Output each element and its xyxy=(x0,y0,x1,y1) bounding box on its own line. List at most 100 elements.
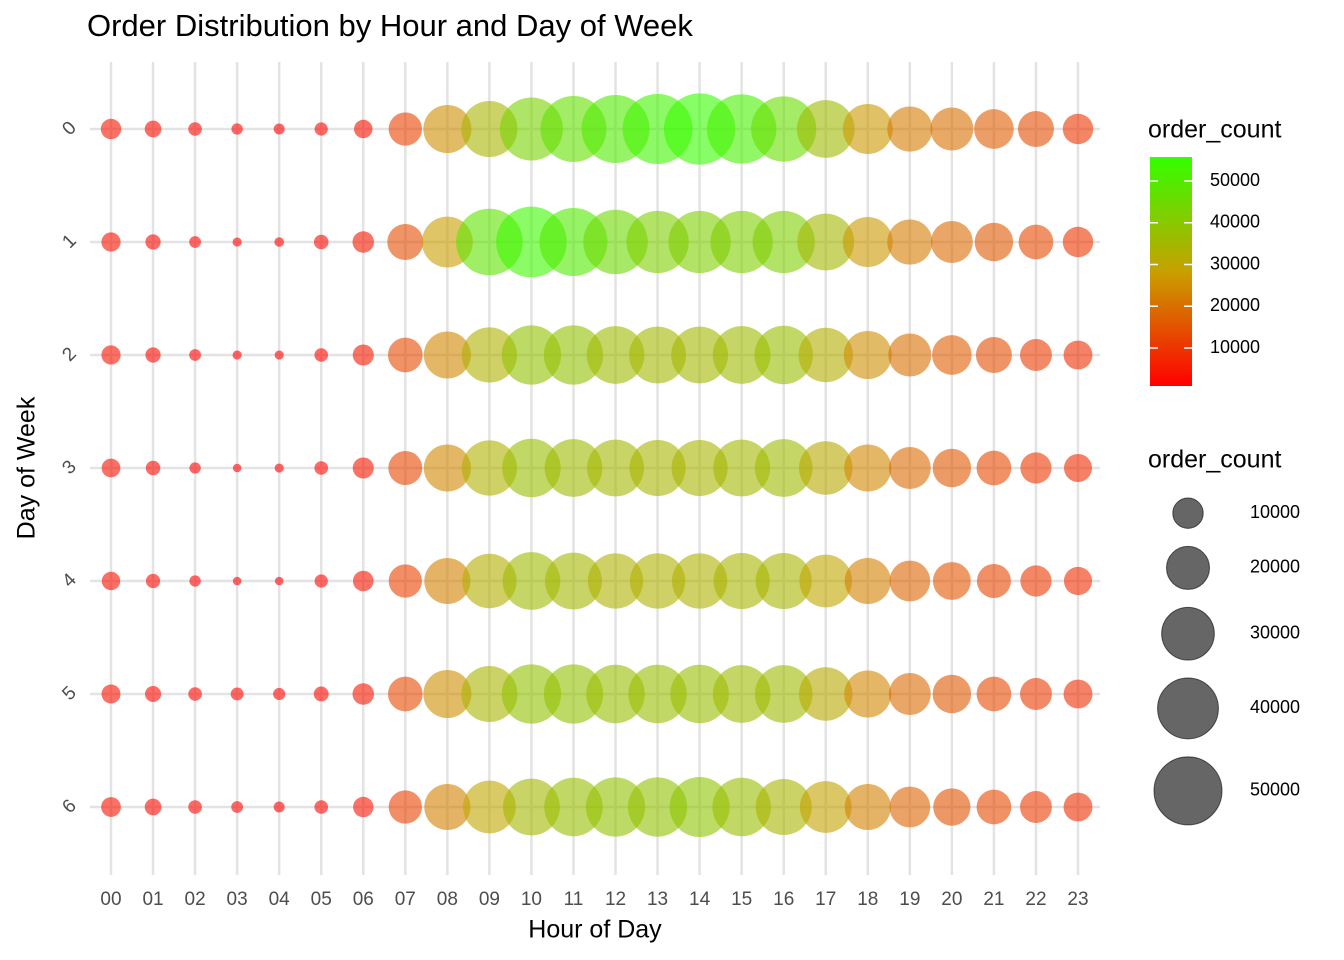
bubble xyxy=(585,777,646,837)
bubble xyxy=(796,100,855,158)
x-tick-label: 19 xyxy=(899,889,920,910)
bubble xyxy=(353,796,374,818)
bubble xyxy=(1062,226,1094,258)
x-tick-label: 07 xyxy=(395,889,416,910)
bubble xyxy=(101,797,121,817)
bubble xyxy=(545,552,602,610)
bubble xyxy=(314,122,328,136)
bubble xyxy=(145,234,161,250)
plot xyxy=(100,93,1094,838)
bubble xyxy=(274,237,284,247)
x-tick-label: 04 xyxy=(269,889,291,910)
bubble xyxy=(352,344,374,366)
size-legend-key xyxy=(1161,606,1215,661)
bubble xyxy=(932,562,971,600)
bubble xyxy=(843,330,892,380)
y-tick-label: 2 xyxy=(58,343,80,365)
x-tick-label: 09 xyxy=(479,889,500,910)
bubble xyxy=(101,345,121,365)
bubble xyxy=(354,119,373,139)
bubble xyxy=(274,576,284,586)
x-tick-label: 20 xyxy=(941,889,962,910)
bubble xyxy=(888,447,931,489)
bubble xyxy=(544,777,603,837)
bubble xyxy=(933,788,971,826)
bubble xyxy=(388,451,423,485)
x-tick-label: 23 xyxy=(1067,889,1088,910)
bubble xyxy=(231,801,244,813)
bubble xyxy=(1062,113,1094,145)
bubble xyxy=(844,444,892,492)
bubble xyxy=(145,460,161,476)
bubble xyxy=(314,574,328,588)
bubble xyxy=(671,553,728,609)
size-legend-label: 40000 xyxy=(1250,697,1300,717)
bubble xyxy=(273,801,285,813)
bubble xyxy=(502,438,561,498)
bubble xyxy=(669,776,730,838)
bubble xyxy=(629,326,687,384)
bubble xyxy=(274,463,284,473)
bubble xyxy=(712,777,771,837)
bubble xyxy=(314,348,329,362)
bubble xyxy=(889,786,931,828)
bubble xyxy=(627,777,688,837)
bubble xyxy=(388,790,422,824)
x-tick-label: 05 xyxy=(311,889,332,910)
x-tick-label: 12 xyxy=(605,889,626,910)
color-legend-label: 50000 xyxy=(1210,170,1260,190)
y-tick-label: 5 xyxy=(58,682,80,704)
bubble xyxy=(100,118,122,140)
bubble xyxy=(101,571,121,591)
bubble xyxy=(461,327,518,383)
bubble xyxy=(1020,339,1052,371)
bubble xyxy=(930,107,974,151)
bubble xyxy=(754,665,813,723)
size-legend-label: 30000 xyxy=(1250,622,1300,642)
bubble xyxy=(1063,453,1093,483)
bubble xyxy=(232,237,242,247)
y-tick-label: 6 xyxy=(58,795,80,817)
bubble xyxy=(712,326,771,384)
size-legend-label: 50000 xyxy=(1250,780,1300,800)
bubble xyxy=(352,457,374,479)
bubble xyxy=(1020,565,1052,597)
bubble xyxy=(189,462,201,474)
bubble xyxy=(755,778,812,836)
bubble xyxy=(976,676,1012,712)
x-tick-label: 13 xyxy=(647,889,668,910)
bubble xyxy=(1020,678,1052,710)
bubble xyxy=(798,327,853,383)
bubble xyxy=(932,448,972,488)
bubble xyxy=(313,234,329,250)
bubble xyxy=(313,686,329,702)
bubble xyxy=(754,439,813,497)
bubble xyxy=(387,337,423,373)
bubble xyxy=(544,439,603,497)
bubble xyxy=(101,684,121,704)
bubble xyxy=(587,553,644,609)
bubble xyxy=(189,236,201,248)
bubble xyxy=(501,325,562,385)
x-tick-label: 03 xyxy=(227,889,248,910)
bubble xyxy=(842,217,893,267)
bubble xyxy=(462,553,517,609)
bubble xyxy=(232,350,242,360)
bubble xyxy=(671,326,729,384)
x-tick-label: 02 xyxy=(185,889,206,910)
bubble xyxy=(713,552,770,610)
bubble xyxy=(629,553,686,609)
bubble xyxy=(932,335,972,375)
x-tick-label: 21 xyxy=(983,889,1004,910)
bubble xyxy=(754,325,813,385)
bubble xyxy=(751,96,817,162)
bubble xyxy=(587,439,644,497)
bubble xyxy=(502,778,560,836)
chart-title: Order Distribution by Hour and Day of We… xyxy=(87,8,693,43)
bubble xyxy=(844,670,892,718)
bubble xyxy=(463,780,516,834)
bubble xyxy=(712,665,771,723)
bubble xyxy=(424,783,471,831)
bubble xyxy=(797,213,855,271)
bubble xyxy=(752,210,815,274)
